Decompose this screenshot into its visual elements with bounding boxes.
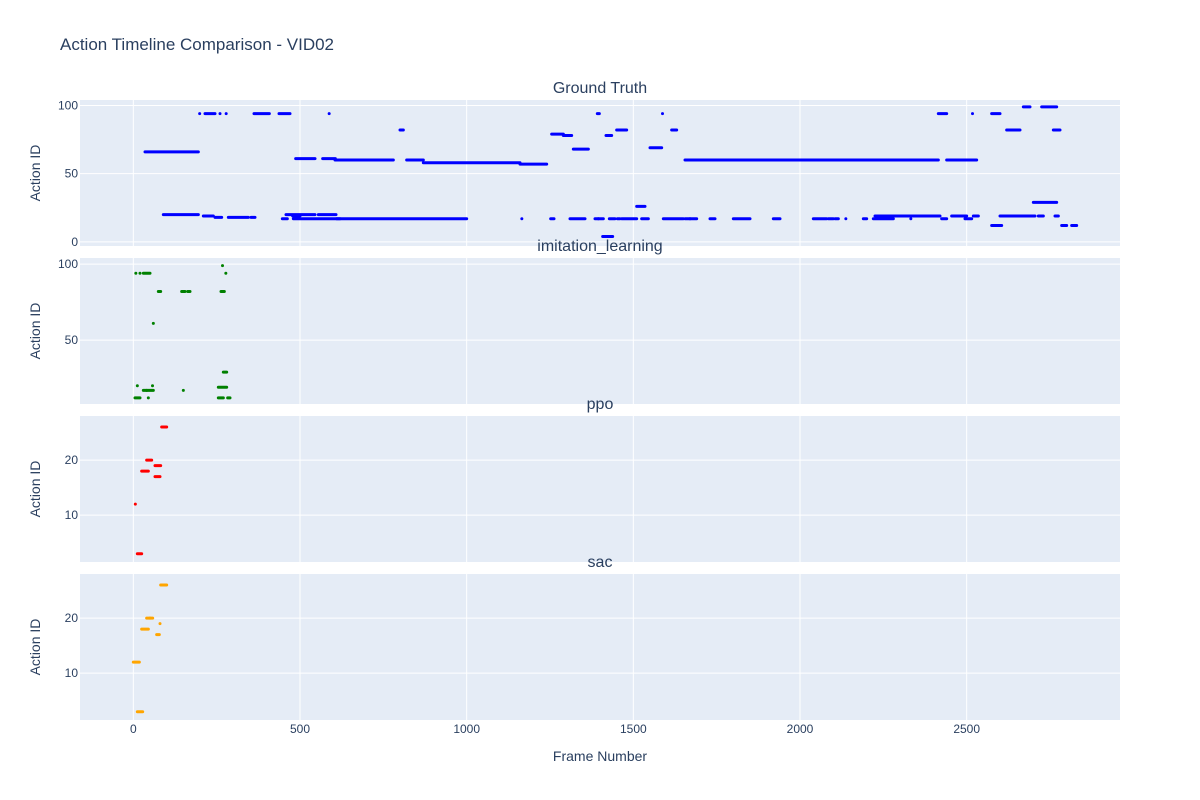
data-point xyxy=(224,271,228,275)
subplot-title: Ground Truth xyxy=(553,80,647,97)
subplot-title: imitation_learning xyxy=(537,238,662,255)
y-axis-title: Action ID xyxy=(27,619,43,676)
series-marks xyxy=(131,583,169,714)
data-point xyxy=(221,264,224,268)
y-tick-label: 10 xyxy=(65,508,79,522)
data-point xyxy=(218,112,222,116)
y-axis-title: Action ID xyxy=(27,303,43,360)
data-point xyxy=(181,388,185,392)
data-point xyxy=(327,112,331,116)
x-tick-labels: 0 500 1000 1500 2000 2500 xyxy=(130,722,980,736)
chart-title: Action Timeline Comparison - VID02 xyxy=(60,35,334,54)
series-marks xyxy=(133,425,169,556)
panel-ground-truth: 0 50 100 Action ID Ground Truth xyxy=(27,80,1120,249)
x-tick-label: 2000 xyxy=(787,722,814,736)
y-tick-label: 0 xyxy=(71,235,78,249)
plot-background xyxy=(80,416,1120,562)
data-point xyxy=(138,271,142,275)
data-point xyxy=(909,217,913,221)
series-marks xyxy=(133,264,232,400)
y-tick-label: 100 xyxy=(58,257,78,271)
panel-sac: 10 20 Action ID sac xyxy=(27,554,1120,720)
x-tick-label: 500 xyxy=(290,722,310,736)
data-point xyxy=(198,112,202,116)
data-point xyxy=(224,112,228,116)
y-tick-label: 20 xyxy=(65,611,79,625)
data-point xyxy=(971,112,974,116)
y-tick-label: 50 xyxy=(65,333,79,347)
panel-ppo: 10 20 Action ID ppo xyxy=(27,396,1120,562)
subplot-title: ppo xyxy=(587,396,614,413)
y-tick-label: 10 xyxy=(65,666,79,680)
data-point xyxy=(146,396,150,400)
subplot-title: sac xyxy=(588,554,613,571)
data-point xyxy=(134,271,138,275)
data-point xyxy=(151,321,155,325)
y-tick-label: 100 xyxy=(58,98,78,112)
data-point xyxy=(151,384,154,388)
y-tick-label: 20 xyxy=(65,453,79,467)
x-axis-title: Frame Number xyxy=(553,748,647,764)
x-tick-label: 0 xyxy=(130,722,137,736)
y-tick-label: 50 xyxy=(65,167,79,181)
plot-background xyxy=(80,258,1120,404)
x-tick-label: 1000 xyxy=(453,722,480,736)
data-point xyxy=(133,502,137,506)
panel-imitation-learning: 50 100 Action ID imitation_learning xyxy=(27,238,1120,404)
data-point xyxy=(135,384,139,388)
plot-background xyxy=(80,100,1120,246)
y-axis-title: Action ID xyxy=(27,461,43,518)
data-point xyxy=(520,217,524,221)
x-tick-label: 1500 xyxy=(620,722,647,736)
data-point xyxy=(844,217,848,221)
data-point xyxy=(158,622,162,626)
series-marks xyxy=(143,105,1079,238)
x-tick-label: 2500 xyxy=(953,722,980,736)
y-axis-title: Action ID xyxy=(27,145,43,202)
plot-background xyxy=(80,574,1120,720)
data-point xyxy=(661,112,664,116)
